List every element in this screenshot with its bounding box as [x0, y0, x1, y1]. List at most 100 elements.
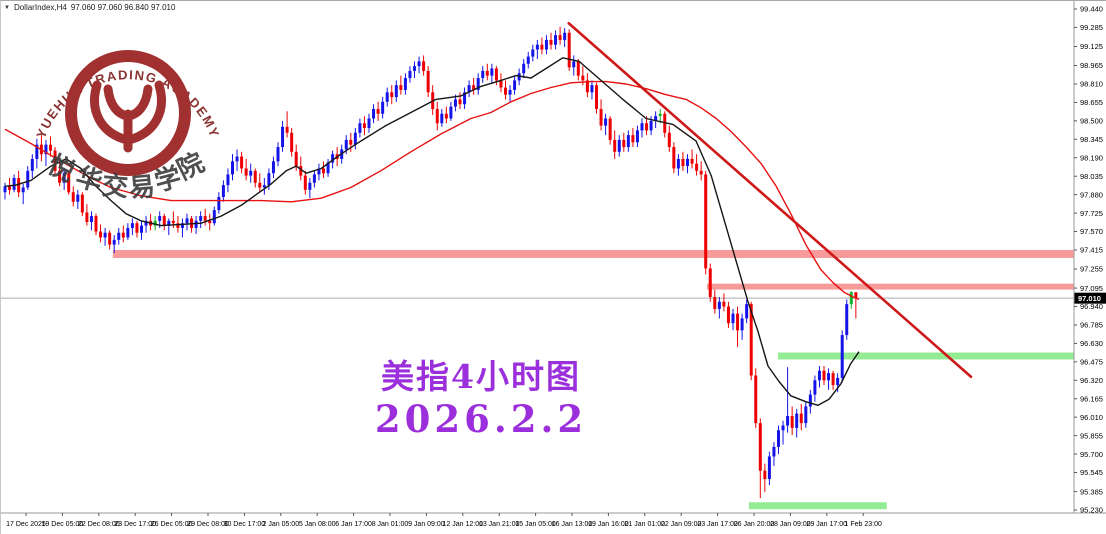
price-axis-label: 96.165: [1080, 394, 1103, 403]
price-axis-label: 95.230: [1080, 506, 1103, 515]
candle: [494, 68, 498, 81]
candle: [695, 163, 699, 171]
candle: [353, 132, 357, 145]
candle: [267, 173, 271, 186]
candle: [212, 210, 216, 224]
candle: [508, 89, 512, 95]
candle: [185, 218, 189, 224]
candle: [35, 144, 39, 159]
candle: [740, 318, 744, 331]
candle: [217, 197, 221, 211]
price-axis-label: 98.345: [1080, 135, 1103, 144]
candle: [786, 415, 790, 426]
candle: [12, 177, 16, 190]
candle: [517, 73, 521, 81]
candle: [312, 174, 316, 183]
price-axis-label: 97.725: [1080, 209, 1103, 218]
zone-resistance-upper[interactable]: [112, 249, 1074, 258]
candle: [467, 85, 471, 93]
candle: [681, 158, 685, 167]
candle: [85, 212, 89, 223]
price-axis-label: 96.320: [1080, 376, 1103, 385]
zone-resistance-lower[interactable]: [707, 283, 1074, 290]
candle: [180, 223, 184, 228]
candle: [617, 139, 621, 152]
candle: [635, 130, 639, 143]
time-axis-label: 22 Dec 08:00: [78, 521, 120, 528]
price-axis-label: 98.655: [1080, 98, 1103, 107]
price-axis-label: 98.965: [1080, 61, 1103, 70]
candle: [135, 223, 139, 233]
candle: [572, 61, 576, 68]
candle: [576, 61, 580, 76]
price-axis-label: 98.190: [1080, 153, 1103, 162]
candle: [331, 154, 335, 163]
candle: [708, 268, 712, 297]
candle: [140, 225, 143, 233]
price-axis-label: 96.475: [1080, 358, 1103, 367]
candle: [271, 161, 275, 174]
time-axis-label: 28 Jan 09:00: [770, 521, 811, 528]
candle: [44, 144, 48, 155]
candle: [444, 113, 448, 119]
candle: [176, 223, 180, 228]
time-axis-label: 30 Dec 17:00: [224, 521, 266, 528]
ma-fast-black-line: [4, 57, 860, 406]
candle: [21, 187, 25, 193]
time-axis-label: 23 Dec 17:00: [114, 521, 156, 528]
candle: [426, 70, 430, 93]
candle: [399, 85, 403, 90]
price-axis-label: 97.095: [1080, 284, 1103, 293]
candle: [595, 85, 598, 109]
candle: [731, 313, 735, 324]
candle: [358, 123, 362, 133]
candle: [231, 161, 234, 175]
price-axis-label: 98.810: [1080, 80, 1103, 89]
zone-support-lower[interactable]: [748, 502, 887, 510]
candle: [472, 85, 476, 90]
candle: [608, 118, 612, 140]
candle: [754, 375, 758, 424]
candle: [326, 162, 330, 174]
candle: [631, 135, 635, 143]
time-axis-label: 9 Jan 09:00: [408, 521, 445, 528]
candle: [763, 470, 767, 480]
candle: [613, 139, 617, 152]
time-axis-label: 12 Jan 12:00: [443, 521, 484, 528]
price-axis-label: 97.880: [1080, 190, 1103, 199]
chart-annotation: 美指4小时图 2026.2.2: [326, 357, 636, 441]
price-axis[interactable]: 99.440 99.285 99.125 98.965 98.810 98.655 98.5…: [1074, 5, 1103, 515]
time-axis-label: 21 Jan 01:00: [625, 521, 666, 528]
candle: [153, 220, 157, 226]
candle: [417, 61, 421, 67]
candle: [526, 56, 530, 64]
chart-dropdown-icon[interactable]: ▼: [4, 4, 10, 11]
sr-zones[interactable]: [112, 249, 1074, 510]
candle: [126, 227, 130, 238]
candle: [208, 220, 212, 224]
candle: [690, 158, 694, 164]
candle: [285, 126, 289, 133]
descending-trendline[interactable]: [567, 21, 973, 379]
candle: [203, 216, 207, 221]
candle: [130, 223, 134, 228]
ohlc-values: 97.060 97.060 96.840 97.010: [70, 3, 176, 12]
zone-support-upper[interactable]: [778, 352, 1074, 360]
candle: [281, 126, 285, 148]
candle: [599, 108, 603, 126]
candle: [481, 70, 485, 79]
candle: [699, 170, 703, 175]
candle: [558, 35, 562, 40]
candle: [531, 49, 535, 57]
candle: [422, 61, 426, 71]
candle: [777, 430, 780, 447]
candle: [235, 156, 239, 162]
candle: [713, 296, 717, 309]
candle: [199, 216, 203, 221]
candle: [299, 166, 303, 176]
candle: [808, 394, 812, 407]
candle: [604, 118, 608, 126]
candle: [144, 220, 148, 226]
